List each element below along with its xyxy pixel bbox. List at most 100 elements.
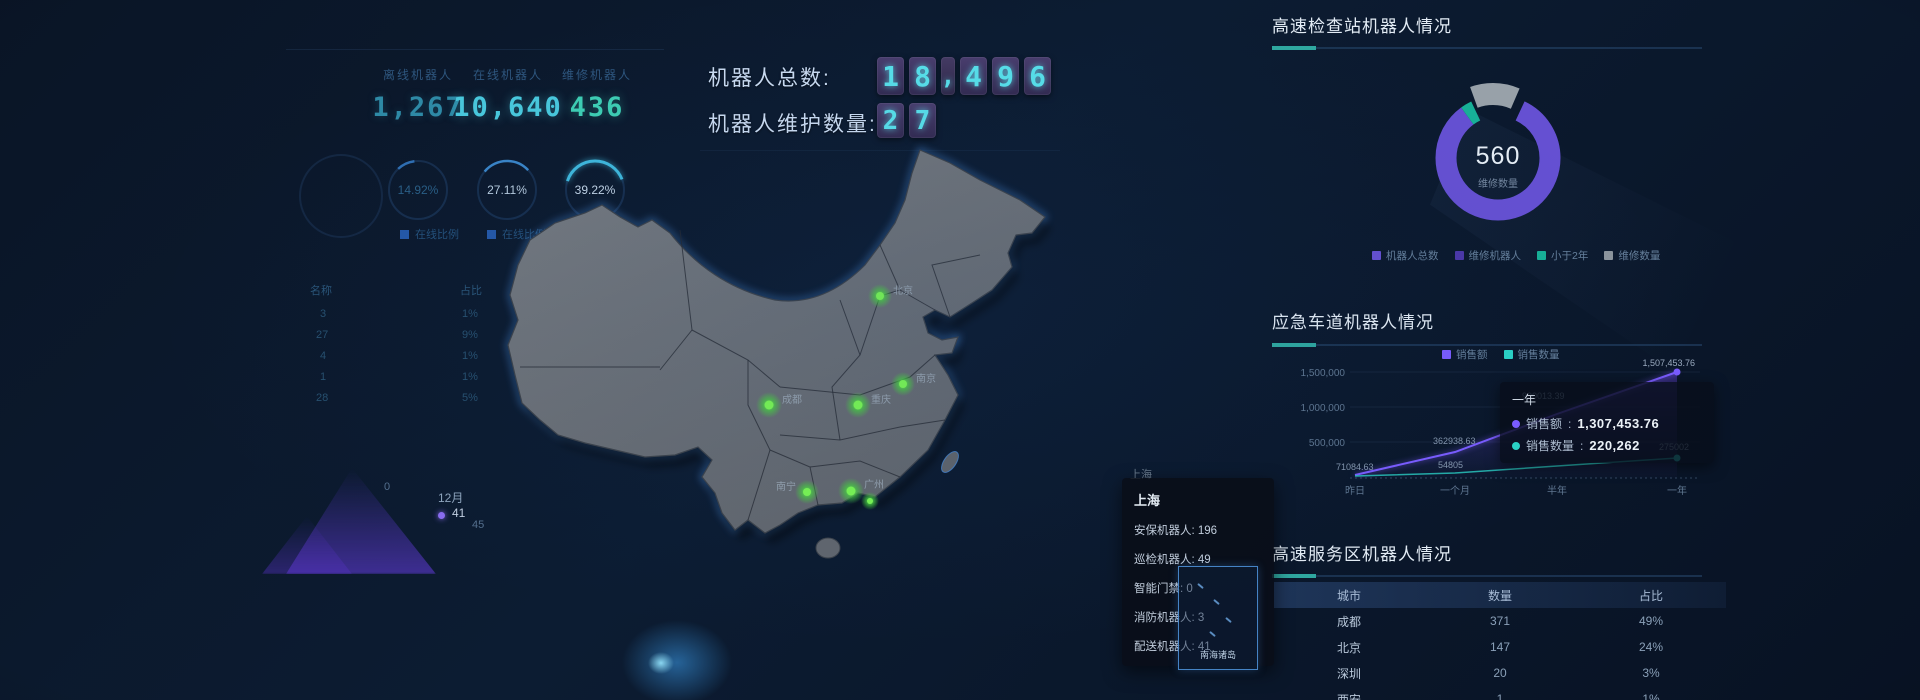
marker-label: 成都 xyxy=(782,394,802,406)
map-tooltip-row: 配送机器人: 41 xyxy=(1134,641,1211,653)
left-table-header: 名称 xyxy=(310,285,332,297)
checkpoint-donut-chart[interactable] xyxy=(1420,80,1576,236)
series-dot xyxy=(1512,441,1520,450)
stat-online-robots: 在线机器人 10,640 xyxy=(448,66,568,123)
counter-comma: , xyxy=(941,57,955,95)
marker-extra[interactable] xyxy=(861,492,879,510)
counter-digit: 7 xyxy=(909,103,936,138)
marker-guangzhou[interactable]: 广州 xyxy=(838,478,884,504)
gauge1-track xyxy=(388,160,448,220)
stat-label: 在线机器人 xyxy=(472,68,543,82)
legend-label: 小于2年 xyxy=(1551,250,1589,262)
stat-offline-robots: 离线机器人 1,267 xyxy=(358,66,478,123)
col-header-count: 数量 xyxy=(1487,588,1512,603)
map-tooltip-city: 上海 xyxy=(1134,493,1161,508)
table-cell: 3 xyxy=(320,308,327,320)
cell-count: 371 xyxy=(1489,614,1511,628)
legend-item[interactable]: 销售额 xyxy=(1442,347,1488,362)
table-cell: 1% xyxy=(462,350,478,362)
col-header-city: 城市 xyxy=(1336,588,1361,603)
gauge3-value: 39.22% xyxy=(575,183,616,197)
table-row: 西安 1 1% xyxy=(1274,686,1726,700)
stat-value: 1,267 xyxy=(372,92,464,123)
china-map[interactable]: 北京 南京 成都 重庆 广州 南宁 xyxy=(480,105,1170,625)
legend-item[interactable]: 小于2年 xyxy=(1537,248,1588,263)
x-tick[interactable]: 半年 xyxy=(1547,484,1567,497)
donut-slice-purple[interactable] xyxy=(1435,95,1561,221)
panel-service-underline xyxy=(1272,574,1702,578)
gauge3-arc xyxy=(564,159,626,221)
tooltip-row: 销售数量: 220,262 xyxy=(1512,437,1702,454)
x-tick[interactable]: 一个月 xyxy=(1440,485,1470,497)
gauge-legend-item[interactable]: 在线比例 xyxy=(400,226,459,242)
legend-swatch xyxy=(1503,350,1513,359)
mini-dot xyxy=(438,512,445,519)
legend-item[interactable]: 维修机器人 xyxy=(1454,248,1522,263)
total-robots-label: 机器人总数: xyxy=(708,67,831,90)
marker-nanjing[interactable]: 南京 xyxy=(891,372,936,396)
col-header-ratio: 占比 xyxy=(1638,588,1663,603)
decor-blue-glow xyxy=(622,620,732,700)
cell-city: 北京 xyxy=(1336,640,1361,655)
province-borders xyxy=(520,229,981,521)
x-tick[interactable]: 一年 xyxy=(1667,484,1687,497)
cell-city: 西安 xyxy=(1336,692,1361,700)
map-tooltip-row: 智能门禁: 0 xyxy=(1134,583,1193,595)
marker-chongqing[interactable]: 重庆 xyxy=(845,392,891,418)
legend-item[interactable]: 维修数量 xyxy=(1604,248,1660,263)
cell-ratio: 24% xyxy=(1638,640,1664,654)
counter-digit: 4 xyxy=(960,57,987,95)
mini-tick-high: 45 xyxy=(472,519,485,531)
emergency-chart-tooltip: 一年 销售额: 1,307,453.76 销售数量: 220,262 xyxy=(1500,382,1714,463)
inset-islands xyxy=(1225,616,1232,624)
marker-label: 广州 xyxy=(864,479,884,491)
marker-label: 南京 xyxy=(916,372,936,385)
inset-islands xyxy=(1197,582,1204,590)
table-row: 成都 371 49% xyxy=(1274,608,1726,634)
maintenance-robots-label: 机器人维护数量: xyxy=(708,113,877,136)
point-label: 362938.63 xyxy=(1433,436,1476,446)
tooltip-row-label: 智能门禁 xyxy=(1134,583,1180,595)
marker-nanning[interactable]: 南宁 xyxy=(776,480,819,504)
table-cell: 1% xyxy=(462,371,478,383)
tooltip-row-value: 0 xyxy=(1186,583,1193,595)
emergency-legend: 销售额 销售数量 xyxy=(1442,347,1560,362)
tooltip-row-label: 销售额 xyxy=(1526,417,1563,431)
legend-label: 销售数量 xyxy=(1517,349,1560,361)
tooltip-row-label: 巡检机器人 xyxy=(1134,554,1192,566)
map-tooltip-row: 消防机器人: 3 xyxy=(1134,612,1205,624)
stat-value: 10,640 xyxy=(453,92,563,123)
hainan-island xyxy=(815,537,841,559)
counter-digit: 2 xyxy=(877,103,904,138)
map-land[interactable] xyxy=(507,149,1046,534)
panel-emergency-underline xyxy=(1272,343,1702,347)
series-dot xyxy=(1512,419,1520,428)
checkpoint-legend: 机器人总数 维修机器人 小于2年 维修数量 xyxy=(1372,248,1660,263)
legend-swatch xyxy=(1442,350,1451,359)
x-tick[interactable]: 昨日 xyxy=(1345,485,1365,497)
legend-swatch xyxy=(1537,251,1546,260)
legend-item[interactable]: 销售数量 xyxy=(1503,347,1560,362)
stat-label: 离线机器人 xyxy=(382,68,453,82)
marker-label: 重庆 xyxy=(871,393,891,406)
donut-slice-gray-exploded[interactable] xyxy=(1426,83,1560,217)
table-cell: 27 xyxy=(316,329,329,341)
tooltip-row-label: 消防机器人 xyxy=(1134,612,1192,624)
tooltip-row-label: 安保机器人 xyxy=(1134,525,1192,537)
legend-swatch xyxy=(400,229,409,239)
tooltip-row-value: 220,262 xyxy=(1589,438,1640,453)
left-table-header: 占比 xyxy=(460,285,482,297)
decor-blue-glow-core xyxy=(648,652,674,674)
legend-item[interactable]: 机器人总数 xyxy=(1372,248,1439,263)
marker-chengdu[interactable]: 成都 xyxy=(756,392,802,418)
legend-label: 销售额 xyxy=(1456,349,1488,361)
marker-label: 南宁 xyxy=(776,480,796,493)
mini-month-label: 12月 xyxy=(438,491,464,505)
tooltip-row-value: 1,307,453.76 xyxy=(1577,416,1660,431)
table-cell: 4 xyxy=(320,350,327,362)
series-sales-endpoint[interactable] xyxy=(1673,368,1681,376)
panel-emergency-title: 应急车道机器人情况 xyxy=(1272,313,1434,332)
legend-label: 维修机器人 xyxy=(1468,250,1522,262)
marker-beijing[interactable]: 北京 xyxy=(868,284,913,308)
cell-count: 1 xyxy=(1496,692,1504,700)
